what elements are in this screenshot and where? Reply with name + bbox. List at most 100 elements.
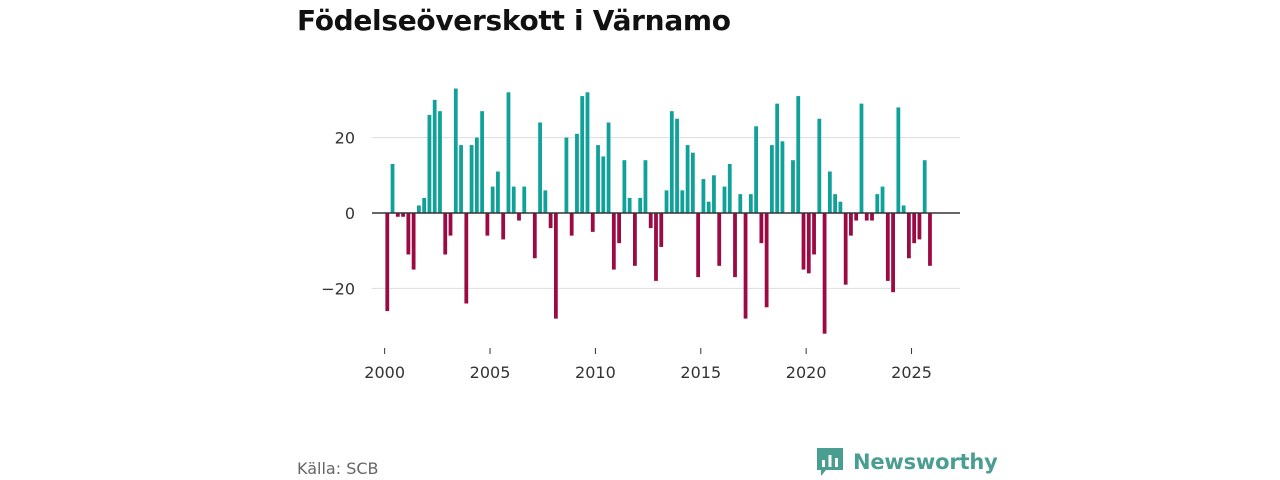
bar [575, 133, 579, 213]
bars [385, 88, 932, 334]
bar [401, 213, 405, 217]
bar [907, 213, 911, 259]
bar [553, 213, 558, 319]
bar [659, 213, 664, 247]
bar [917, 213, 922, 240]
bar [496, 171, 500, 213]
bar [448, 213, 453, 236]
x-axis-ticks: 2000 2005 2010 2015 2020 2025 [364, 348, 932, 382]
bar [417, 205, 421, 213]
bar [490, 186, 495, 213]
bar [622, 160, 627, 213]
bar [543, 190, 548, 213]
bar [780, 141, 785, 213]
bar [712, 175, 716, 213]
bar [422, 197, 427, 213]
bar [532, 213, 537, 259]
bar [764, 213, 769, 308]
bar [754, 126, 758, 213]
bar [522, 186, 527, 213]
x-tick-label: 2000 [364, 363, 405, 382]
bar [727, 163, 732, 213]
bar [817, 118, 822, 213]
bar [643, 160, 648, 213]
bar [706, 201, 711, 213]
source-note: Källa: SCB [297, 459, 379, 478]
y-tick-label: −20 [321, 279, 355, 298]
bar [406, 213, 411, 255]
bar [669, 111, 674, 213]
bar [438, 111, 442, 213]
bar [701, 179, 706, 213]
bar [875, 194, 880, 213]
y-tick-label: 0 [345, 204, 355, 223]
bar [827, 171, 832, 213]
bar [885, 213, 890, 281]
bar [627, 197, 632, 213]
bar [843, 213, 848, 285]
bar [743, 213, 748, 319]
bar [506, 92, 511, 213]
bar [806, 213, 811, 274]
bar [564, 137, 569, 213]
bar [880, 186, 885, 213]
bar [480, 111, 485, 213]
bar [606, 122, 611, 213]
bar [796, 96, 801, 213]
x-tick-label: 2005 [470, 363, 511, 382]
bar [791, 160, 795, 213]
bar [601, 156, 606, 213]
bar [611, 213, 616, 270]
y-axis-ticks: 20 0 −20 [321, 129, 355, 299]
x-tick-label: 2020 [786, 363, 827, 382]
bar [870, 213, 874, 221]
bar [432, 99, 437, 213]
bar [928, 213, 932, 266]
bar [759, 213, 764, 244]
bar [590, 213, 595, 232]
bar [922, 160, 927, 213]
bar [580, 96, 585, 213]
x-tick-label: 2015 [680, 363, 721, 382]
bar [891, 213, 895, 293]
chart-title: Födelseöverskott i Värnamo [297, 4, 731, 37]
bar [511, 186, 516, 213]
bar [411, 213, 416, 270]
bar [517, 213, 521, 221]
bar [675, 118, 679, 213]
bar [617, 213, 621, 244]
bar [569, 213, 574, 236]
bar [664, 190, 669, 213]
bar [717, 213, 722, 266]
bar [801, 213, 806, 270]
bar [854, 213, 859, 221]
bar [912, 213, 917, 244]
bar [548, 213, 553, 229]
bar [748, 194, 753, 213]
bar [838, 201, 843, 213]
bar [596, 145, 600, 213]
bar [464, 213, 469, 304]
bar [833, 194, 838, 213]
brand-name: Newsworthy [853, 450, 998, 474]
bar [469, 145, 474, 213]
x-tick-label: 2025 [891, 363, 932, 382]
bar [633, 213, 637, 266]
bar [822, 213, 827, 334]
bar [690, 152, 695, 213]
bar [812, 213, 816, 255]
bar [501, 213, 506, 240]
bar [385, 213, 390, 312]
bar [585, 92, 590, 213]
bar [770, 145, 774, 213]
bar [443, 213, 448, 255]
bar [485, 213, 490, 236]
bar [453, 88, 458, 213]
bar [849, 213, 853, 236]
bar [722, 186, 727, 213]
bar [859, 103, 864, 213]
bar [896, 107, 901, 213]
brand-logo[interactable]: Newsworthy [815, 446, 998, 478]
y-tick-label: 20 [335, 129, 355, 148]
